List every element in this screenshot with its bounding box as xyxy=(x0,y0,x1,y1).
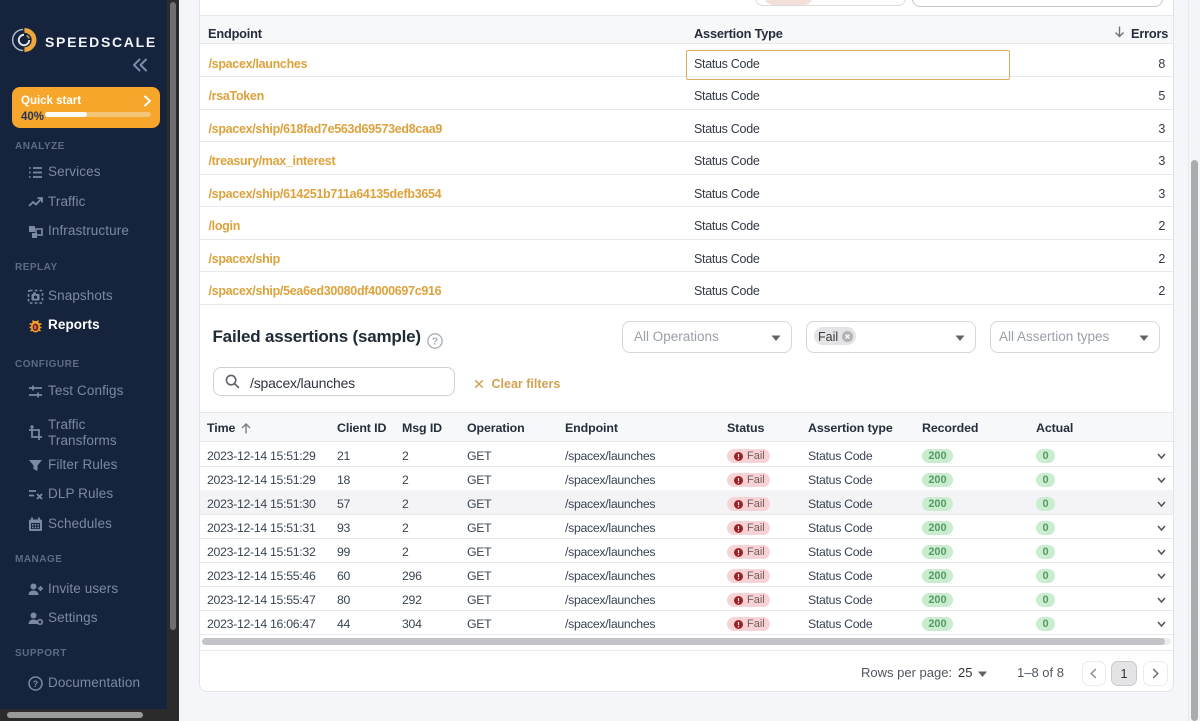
svg-text:?: ? xyxy=(431,336,437,347)
svg-text:?: ? xyxy=(33,679,39,689)
